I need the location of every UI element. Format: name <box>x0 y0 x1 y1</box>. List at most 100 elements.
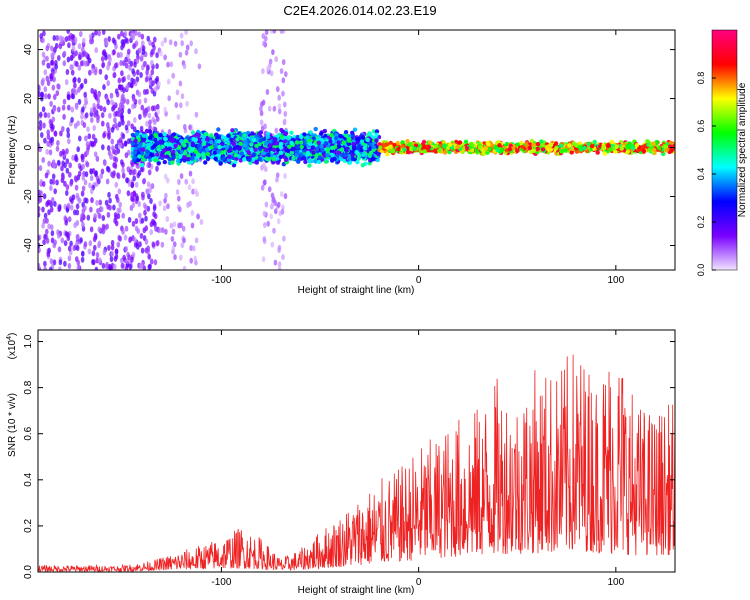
heatmap-cell <box>102 106 107 113</box>
heatmap-cell <box>73 175 78 182</box>
heatmap-cell <box>269 213 274 220</box>
heatmap-cell <box>139 72 143 78</box>
heatmap-cell <box>109 153 114 160</box>
heatmap-cell <box>341 140 346 145</box>
heatmap-cell <box>70 106 75 113</box>
heatmap-cell <box>148 119 152 126</box>
heatmap-cell <box>57 232 61 239</box>
heatmap-cell <box>41 222 45 229</box>
heatmap-cell <box>146 181 151 188</box>
heatmap-cell <box>55 90 60 97</box>
heatmap-cell <box>209 145 214 150</box>
heatmap-cell <box>283 110 288 117</box>
heatmap-cell <box>196 213 200 220</box>
heatmap-cell <box>177 179 181 185</box>
heatmap-cell <box>178 51 183 58</box>
heatmap-cell <box>128 169 133 176</box>
heatmap-cell <box>43 112 48 118</box>
heatmap-cell <box>140 104 145 111</box>
heatmap-cell <box>170 137 175 142</box>
heatmap-cell <box>94 30 98 36</box>
heatmap-cell <box>244 146 250 151</box>
heatmap-cell <box>179 173 184 180</box>
heatmap-cell <box>52 259 57 266</box>
heatmap-cell <box>52 35 57 41</box>
heatmap-cell <box>137 31 141 38</box>
heatmap-cell <box>180 242 185 249</box>
heatmap-cell <box>134 218 139 225</box>
heatmap-cell <box>175 158 181 164</box>
heatmap-cell <box>178 80 183 87</box>
heatmap-cell <box>51 162 56 169</box>
heatmap-cell <box>44 93 48 100</box>
heatmap-cell <box>69 240 73 247</box>
heatmap-cell <box>163 37 167 44</box>
heatmap-cell <box>147 169 152 176</box>
heatmap-cell <box>159 50 163 57</box>
heatmap-cell <box>263 141 269 146</box>
heatmap-cell <box>227 148 232 154</box>
heatmap-cell <box>322 128 327 134</box>
heatmap-cell <box>125 98 130 105</box>
heatmap-cell <box>151 41 155 48</box>
heatmap-cell <box>289 140 294 146</box>
heatmap-cell <box>73 82 77 89</box>
heatmap-cell <box>101 228 106 235</box>
heatmap-cell <box>86 214 91 221</box>
heatmap-cell <box>69 180 73 187</box>
heatmap-cell <box>191 178 195 185</box>
heatmap-cell <box>146 64 150 71</box>
heatmap-cell <box>311 150 316 155</box>
heatmap-cell <box>233 153 238 158</box>
heatmap-cell <box>136 69 140 76</box>
heatmap-cell <box>261 33 266 40</box>
heatmap-cell <box>263 123 267 130</box>
heatmap-cell <box>166 150 171 155</box>
heatmap-cell <box>149 258 154 265</box>
heatmap-cell <box>221 156 226 161</box>
heatmap-cell <box>56 140 60 146</box>
heatmap-cell <box>100 112 105 119</box>
heatmap-cell <box>95 199 99 206</box>
heatmap-cell <box>45 148 49 155</box>
heatmap-cell <box>95 155 100 162</box>
heatmap-cell <box>162 132 167 137</box>
heatmap-cell <box>261 151 266 156</box>
heatmap-cell <box>374 129 380 134</box>
heatmap-cell <box>87 133 92 140</box>
heatmap-cell <box>151 241 156 248</box>
heatmap-cell <box>120 39 125 46</box>
heatmap-cell <box>172 221 177 228</box>
heatmap-cell <box>65 148 69 155</box>
heatmap-cell <box>309 159 314 164</box>
heatmap-cell <box>139 232 144 239</box>
heatmap-cell <box>277 94 282 101</box>
heatmap-cell <box>305 135 310 140</box>
heatmap-cell <box>367 131 373 137</box>
heatmap-cell <box>230 128 235 133</box>
heatmap-cell <box>81 174 86 181</box>
heatmap-cell <box>81 106 85 113</box>
heatmap-cell <box>109 92 114 99</box>
heatmap-cell <box>136 243 140 250</box>
heatmap-cell <box>51 178 56 185</box>
heatmap-cell <box>110 126 115 133</box>
heatmap-cell <box>328 139 333 144</box>
heatmap-cell <box>357 153 362 158</box>
heatmap-cell <box>67 263 72 269</box>
heatmap-cell <box>89 206 93 213</box>
heatmap-cell <box>124 246 129 252</box>
heatmap-cell <box>85 141 90 148</box>
heatmap-cell <box>60 237 65 244</box>
heatmap-cell <box>136 137 141 143</box>
heatmap-cell <box>85 161 90 168</box>
heatmap-cell <box>47 209 51 216</box>
heatmap-cell <box>51 173 56 180</box>
heatmap-cell <box>74 155 78 162</box>
heatmap-cell <box>259 105 263 112</box>
heatmap-cell <box>49 73 53 80</box>
heatmap-cell <box>65 69 70 75</box>
heatmap-cell <box>139 162 145 168</box>
heatmap-cell <box>209 139 214 145</box>
heatmap-cell <box>269 70 274 77</box>
